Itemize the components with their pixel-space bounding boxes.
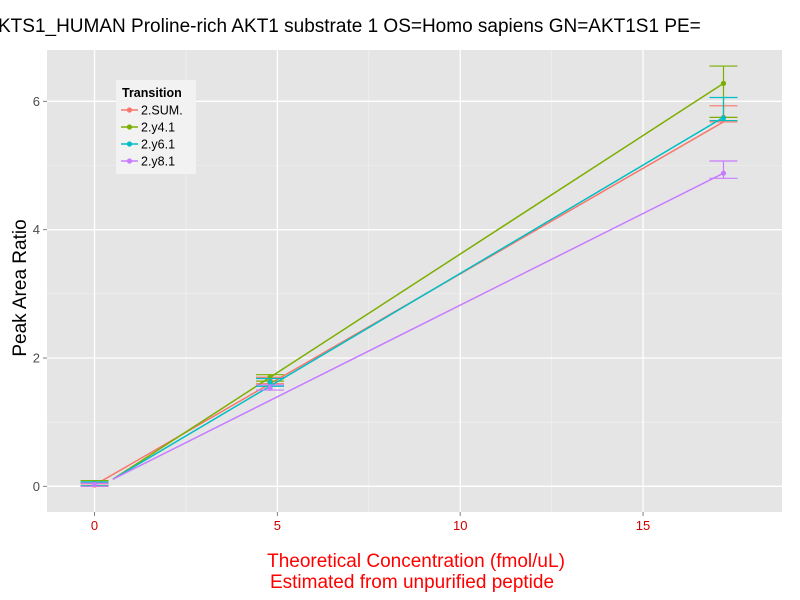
data-point xyxy=(720,80,727,86)
legend: Transition 2.SUM. 2.y4.1 2.y6.1 2.y8.1 xyxy=(116,80,196,174)
legend-label: 2.y4.1 xyxy=(141,121,175,135)
legend-key-point xyxy=(126,124,133,130)
data-point xyxy=(720,170,727,176)
x-tick-label: 5 xyxy=(274,518,281,533)
legend-item: 2.y4.1 xyxy=(121,121,175,135)
data-point xyxy=(267,385,273,391)
legend-item: 2.y6.1 xyxy=(121,138,175,152)
y-tick-label: 2 xyxy=(33,351,40,366)
chart-title: KTS1_HUMAN Proline-rich AKT1 substrate 1… xyxy=(0,16,701,37)
fit-line xyxy=(112,172,724,480)
y-tick-label: 6 xyxy=(33,94,40,109)
legend-label: 2.y8.1 xyxy=(141,155,175,169)
legend-items: 2.SUM. 2.y4.1 2.y6.1 2.y8.1 xyxy=(121,104,183,169)
data-point xyxy=(91,481,98,488)
legend-item: 2.SUM. xyxy=(121,104,183,118)
x-tick-label: 10 xyxy=(453,518,467,533)
axis-ticks: 0 5 10 15 0 2 4 6 xyxy=(33,94,651,533)
y-tick-label: 4 xyxy=(33,222,40,237)
legend-title: Transition xyxy=(122,86,182,100)
x-axis-title-line2: Estimated from unpurified peptide xyxy=(270,572,554,593)
x-tick-label: 0 xyxy=(91,518,98,533)
fit-line xyxy=(112,116,724,480)
legend-key-point xyxy=(126,107,133,113)
legend-label: 2.SUM. xyxy=(141,104,183,118)
series-layer xyxy=(80,65,738,488)
series-2.y8.1 xyxy=(80,160,738,488)
legend-key-point xyxy=(126,141,133,147)
grid xyxy=(47,50,782,512)
x-axis-title-line1: Theoretical Concentration (fmol/uL) xyxy=(267,551,565,572)
legend-label: 2.y6.1 xyxy=(141,138,175,152)
data-point xyxy=(267,379,273,385)
x-tick-label: 15 xyxy=(636,518,650,533)
fit-line xyxy=(112,82,724,480)
data-point xyxy=(720,115,727,121)
y-axis-title: Peak Area Ratio xyxy=(10,219,31,356)
legend-key-point xyxy=(126,158,133,164)
legend-item: 2.y8.1 xyxy=(121,155,175,169)
y-tick-label: 0 xyxy=(33,479,40,494)
